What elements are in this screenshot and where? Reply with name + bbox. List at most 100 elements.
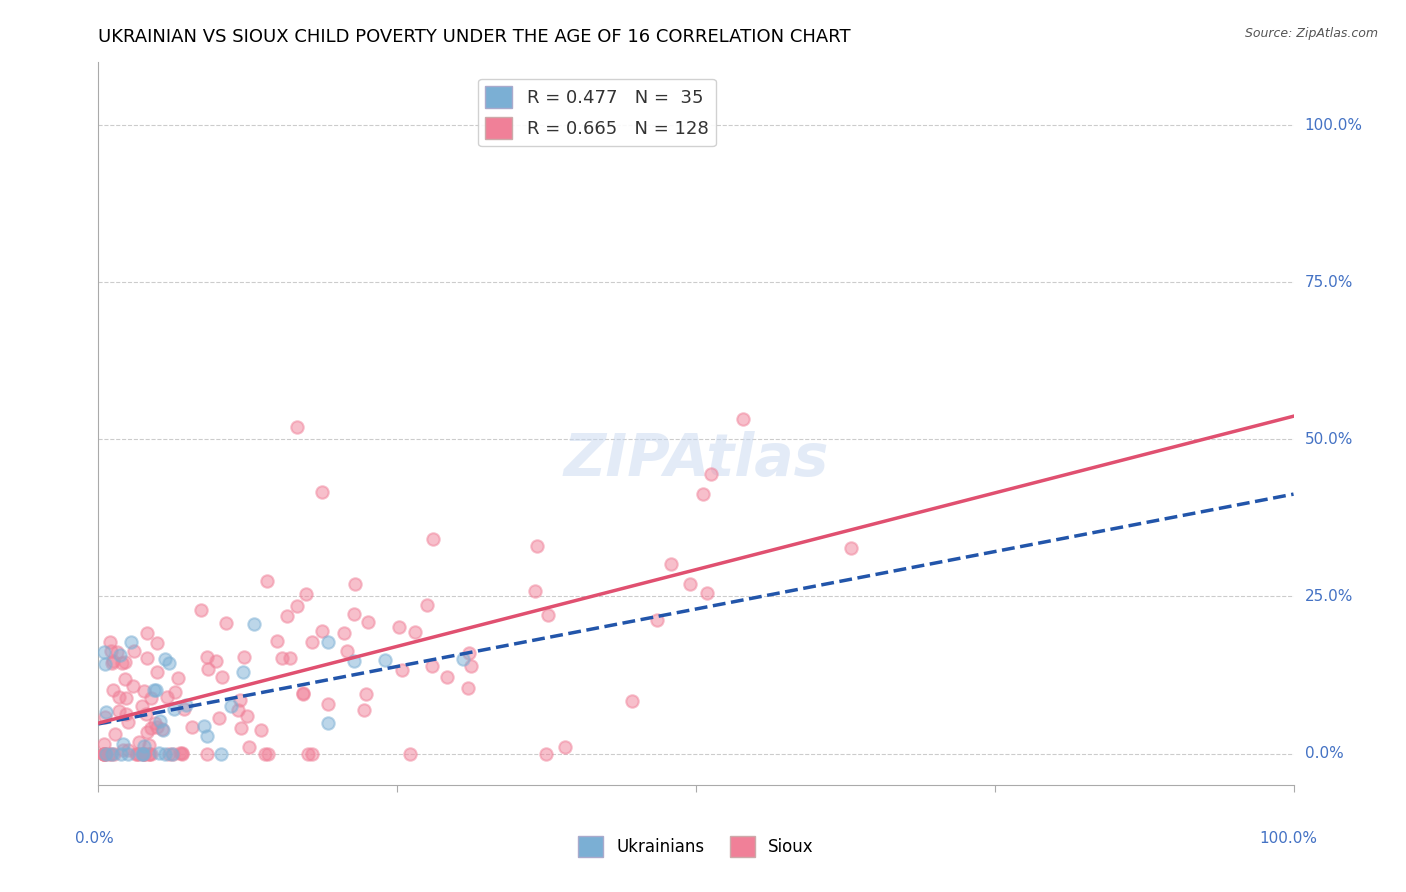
Point [238,739,260,754]
Point [316,634,339,648]
Point [301,634,323,648]
Point [152,723,174,737]
Point [107,690,129,704]
Point [291,687,314,701]
Point [226,703,249,717]
Point [436,670,458,684]
Point [104,727,127,741]
Point [278,651,301,665]
Point [153,652,176,666]
Text: 75.0%: 75.0% [1305,275,1353,290]
Point [457,681,479,695]
Point [536,747,558,761]
Point [132,747,155,761]
Point [157,747,180,761]
Point [157,656,180,670]
Point [195,649,218,664]
Point [156,690,179,705]
Point [180,720,202,734]
Point [122,644,145,658]
Point [93,747,115,761]
Point [692,487,714,501]
Point [193,719,215,733]
Point [145,636,167,650]
Point [94,705,117,719]
Point [139,690,162,705]
Point [291,686,314,700]
Point [195,747,218,761]
Point [150,722,173,736]
Point [114,655,136,669]
Point [94,657,117,671]
Point [131,698,153,713]
Point [285,599,308,613]
Point [111,656,134,670]
Point [142,683,165,698]
Point [243,617,266,632]
Point [114,673,136,687]
Point [316,697,339,711]
Point [108,704,131,718]
Point [554,739,576,754]
Point [172,747,194,761]
Point [141,721,163,735]
Point [458,646,481,660]
Point [128,735,150,749]
Point [98,747,121,761]
Point [420,659,443,673]
Text: 100.0%: 100.0% [1260,830,1317,846]
Point [128,747,150,761]
Point [127,747,149,761]
Point [131,747,153,761]
Point [211,669,233,683]
Point [233,649,256,664]
Point [134,747,156,761]
Point [135,706,157,721]
Point [138,747,160,761]
Text: 0.0%: 0.0% [1305,746,1343,761]
Point [839,541,862,555]
Point [100,635,122,649]
Point [145,665,167,680]
Point [101,656,124,670]
Point [143,716,166,731]
Point [117,747,139,761]
Point [195,729,218,743]
Point [208,711,231,725]
Point [134,739,156,753]
Point [343,577,366,591]
Point [232,665,254,679]
Point [285,420,308,434]
Point [103,682,125,697]
Point [162,747,184,761]
Point [353,703,375,717]
Point [110,648,132,663]
Point [257,747,280,761]
Point [93,738,115,752]
Point [163,702,186,716]
Point [219,698,242,713]
Point [297,747,319,761]
Point [174,698,197,713]
Point [391,663,413,677]
Point [139,747,162,761]
Point [100,747,122,761]
Point [335,644,357,658]
Point [295,587,318,601]
Text: 25.0%: 25.0% [1305,589,1353,604]
Point [103,747,125,761]
Point [523,584,546,599]
Point [122,680,145,694]
Point [125,747,148,761]
Point [343,654,366,668]
Point [162,747,184,761]
Point [204,654,226,668]
Point [453,652,475,666]
Point [229,721,252,735]
Point [117,743,139,757]
Point [136,651,159,665]
Point [354,686,377,700]
Point [134,747,156,761]
Point [343,607,366,621]
Point [256,574,278,589]
